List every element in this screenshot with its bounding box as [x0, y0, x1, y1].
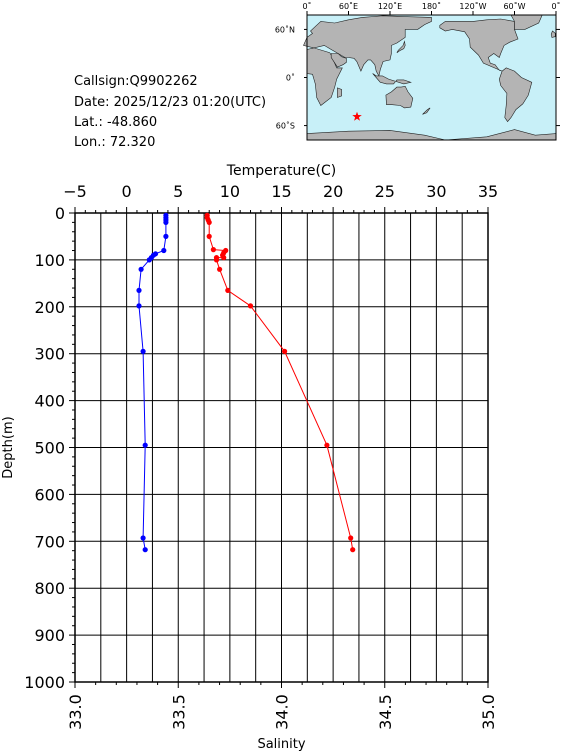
temperature-data-point — [247, 303, 254, 309]
temperature-data-point — [213, 257, 220, 263]
salinity-tick-label: 35.0 — [479, 694, 498, 730]
depth-tick-label: 1000 — [24, 673, 65, 692]
latitude-text: Lat.: -48.860 — [74, 115, 158, 130]
station-star-icon — [352, 111, 362, 121]
temperature-data-point — [206, 233, 212, 239]
temperature-tick-label: 25 — [375, 182, 395, 201]
land-japan — [396, 40, 406, 53]
land-indonesia — [372, 73, 412, 85]
salinity-data-point — [146, 257, 152, 263]
depth-tick-label: 700 — [34, 532, 65, 551]
temperature-data-point — [350, 547, 356, 553]
world-map: 0˚ 60˚E 120˚E 180˚ 120˚W 60˚W 0˚ 60˚N 0˚ 60˚S — [275, 1, 561, 141]
temperature-tick-label: −5 — [63, 182, 87, 201]
salinity-data-point — [163, 219, 169, 225]
salinity-data-point — [142, 442, 148, 448]
temperature-tick-label: 5 — [173, 182, 183, 201]
salinity-data-point — [138, 266, 144, 272]
land-north-america — [439, 18, 519, 72]
salinity-data-point — [142, 547, 148, 553]
depth-tick-label: 200 — [34, 298, 65, 317]
salinity-data-point — [136, 303, 142, 309]
depth-tick-label: 300 — [34, 345, 65, 364]
temperature-tick-label: 15 — [271, 182, 291, 201]
depth-tick-label: 800 — [34, 579, 65, 598]
callsign-text: Callsign:Q9902262 — [74, 74, 198, 89]
salinity-tick-label: 34.5 — [376, 694, 395, 730]
depth-tick-label: 100 — [34, 251, 65, 270]
depth-tick-label: 900 — [34, 626, 65, 645]
temperature-axis-label: Temperature(C) — [226, 163, 336, 179]
map-lon-label: 180˚ — [422, 1, 441, 11]
temperature-data-point — [217, 266, 223, 272]
land-new-zealand — [422, 107, 431, 115]
temperature-data-point — [225, 287, 231, 293]
map-lon-label: 0˚ — [551, 1, 560, 11]
depth-tick-label: 600 — [34, 485, 65, 504]
temperature-data-point — [221, 255, 227, 261]
map-lat-label: 0˚ — [286, 73, 295, 83]
temperature-tick-label: 10 — [220, 182, 240, 201]
salinity-axis-label: Salinity — [257, 737, 305, 751]
land-eurasia — [303, 15, 432, 77]
salinity-data-point — [163, 233, 169, 239]
temperature-data-point — [210, 247, 216, 253]
temperature-tick-label: 30 — [426, 182, 446, 201]
salinity-tick-label: 33.5 — [169, 694, 188, 730]
land-arabia — [330, 53, 347, 68]
map-lon-label: 60˚E — [339, 1, 358, 11]
depth-tick-label: 400 — [34, 392, 65, 411]
map-lat-label: 60˚N — [275, 24, 295, 34]
temperature-tick-label: 0 — [122, 182, 132, 201]
temperature-data-point — [206, 219, 212, 225]
date-text: Date: 2025/12/23 01:20(UTC) — [74, 95, 267, 110]
temperature-tick-label: 35 — [478, 182, 498, 201]
temperature-data-point — [348, 535, 354, 541]
land-australia — [385, 85, 414, 109]
land-britain — [550, 30, 556, 38]
map-lat-label: 60˚S — [276, 121, 295, 131]
salinity-tick-label: 33.0 — [66, 694, 85, 730]
longitude-text: Lon.: 72.320 — [74, 135, 156, 150]
salinity-data-point — [161, 247, 167, 254]
salinity-data-point — [136, 287, 142, 293]
land-south-america — [498, 67, 533, 123]
depth-tick-label: 500 — [34, 439, 65, 458]
temperature-tick-label: 20 — [323, 182, 343, 201]
map-lon-label: 0˚ — [302, 1, 311, 11]
salinity-tick-label: 34.0 — [273, 694, 292, 730]
map-lon-label: 120˚W — [459, 1, 486, 11]
salinity-data-point — [140, 535, 146, 541]
map-lon-label: 120˚E — [378, 1, 402, 11]
map-lon-label: 60˚W — [503, 1, 525, 11]
temperature-data-point — [282, 348, 288, 354]
depth-axis-label: Depth(m) — [1, 416, 16, 478]
land-africa — [306, 47, 343, 106]
temperature-profile-line — [206, 215, 354, 550]
salinity-data-point — [140, 348, 146, 354]
depth-tick-label: 0 — [55, 204, 65, 223]
land-madagascar — [337, 87, 342, 98]
temperature-data-point — [324, 442, 330, 448]
